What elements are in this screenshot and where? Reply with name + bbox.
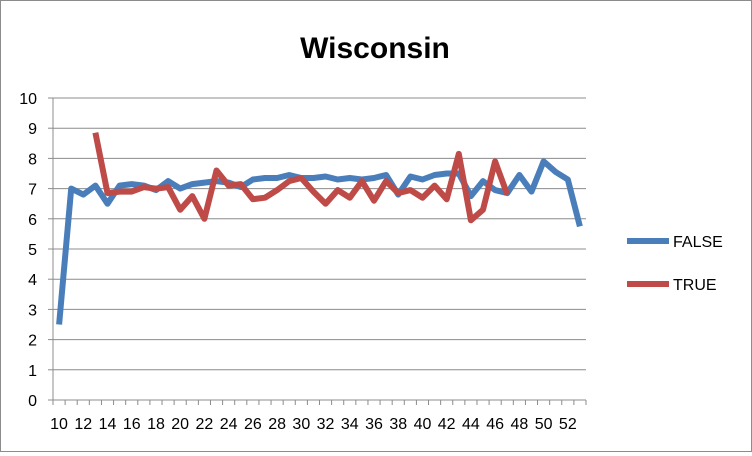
y-tick-label: 4 xyxy=(28,272,37,289)
x-tick-label: 10 xyxy=(50,416,68,433)
x-tick-label: 52 xyxy=(559,416,577,433)
x-tick-label: 46 xyxy=(486,416,504,433)
x-tick-label: 12 xyxy=(74,416,92,433)
x-tick-label: 48 xyxy=(510,416,528,433)
y-tick-label: 0 xyxy=(28,393,37,410)
y-tick-label: 8 xyxy=(28,151,37,168)
y-tick-label: 7 xyxy=(28,182,37,199)
x-tick-label: 42 xyxy=(438,416,456,433)
x-tick-label: 28 xyxy=(268,416,286,433)
x-tick-label: 38 xyxy=(389,416,407,433)
x-tick-label: 44 xyxy=(462,416,480,433)
legend: FALSE TRUE xyxy=(627,234,723,294)
x-tick-label: 20 xyxy=(171,416,189,433)
x-axis-ticks: 10 12 14 16 18 20 22 24 26 28 30 32 34 36 38 40 42 44 46 48… xyxy=(50,416,577,433)
legend-label-true: TRUE xyxy=(673,277,717,294)
y-tick-label: 1 xyxy=(28,363,37,380)
x-tick-label: 36 xyxy=(365,416,383,433)
y-tick-label: 2 xyxy=(28,333,37,350)
gridlines xyxy=(53,98,586,370)
y-tick-label: 5 xyxy=(28,242,37,259)
series-lines xyxy=(59,133,580,325)
x-tick-label: 24 xyxy=(220,416,238,433)
x-tick-label: 32 xyxy=(317,416,335,433)
y-tick-label: 6 xyxy=(28,212,37,229)
x-tick-label: 18 xyxy=(147,416,165,433)
axes xyxy=(48,98,586,405)
x-tick-label: 34 xyxy=(341,416,359,433)
y-tick-label: 10 xyxy=(19,91,37,108)
legend-label-false: FALSE xyxy=(673,234,723,251)
x-tick-label: 40 xyxy=(414,416,432,433)
x-tick-label: 22 xyxy=(196,416,214,433)
x-tick-label: 50 xyxy=(535,416,553,433)
y-axis-ticks: 0 1 2 3 4 5 6 7 8 9 10 xyxy=(19,91,37,410)
y-tick-label: 3 xyxy=(28,302,37,319)
x-tick-label: 16 xyxy=(123,416,141,433)
x-tick-label: 14 xyxy=(99,416,117,433)
x-tick-label: 26 xyxy=(244,416,262,433)
y-tick-label: 9 xyxy=(28,121,37,138)
chart-title: Wisconsin xyxy=(300,32,450,65)
x-tick-label: 30 xyxy=(292,416,310,433)
